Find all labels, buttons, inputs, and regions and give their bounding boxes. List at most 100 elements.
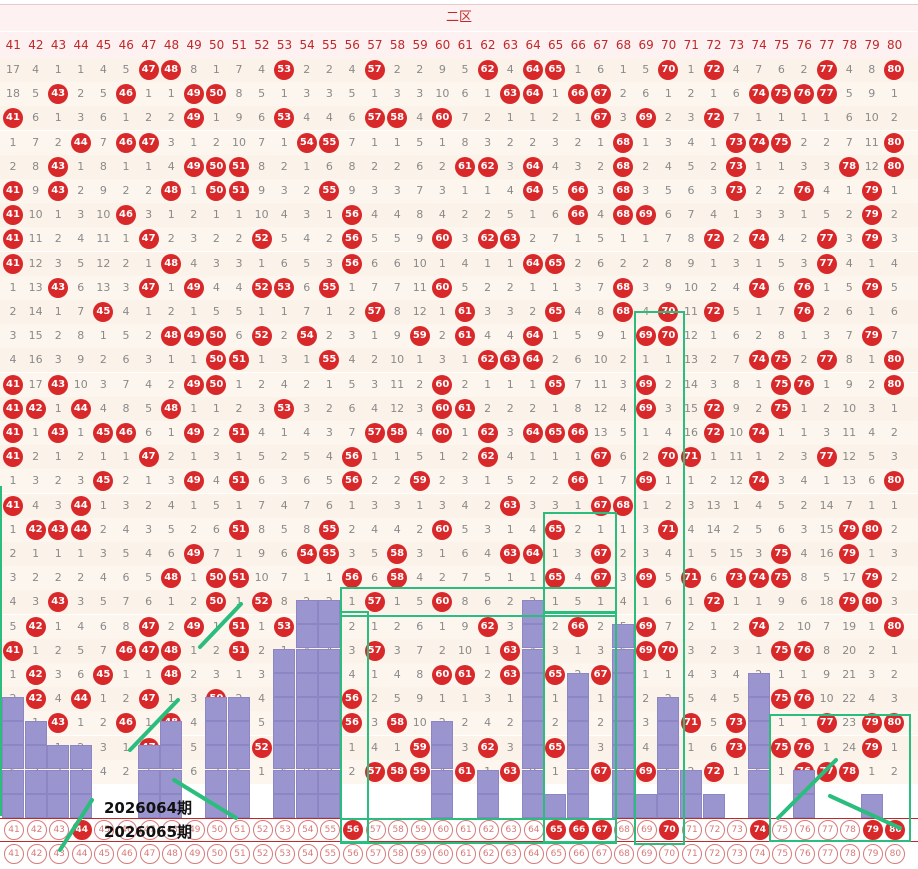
omission-value: 1 xyxy=(99,498,107,512)
omission-value: 3 xyxy=(212,256,220,270)
empty-ball: 52 xyxy=(252,844,273,864)
omission-value: 5 xyxy=(32,87,40,101)
ball-number: 43 xyxy=(48,713,69,734)
omission-value: 2 xyxy=(890,668,898,681)
empty-ball: 62 xyxy=(478,820,499,840)
omission-value: 1 xyxy=(348,498,356,512)
hit-ball: 73 xyxy=(725,155,747,179)
omission-value: 7 xyxy=(258,498,266,512)
omission-value: 3 xyxy=(122,498,130,512)
omission-value: 8 xyxy=(32,159,40,173)
omission-value: 4 xyxy=(280,377,288,391)
ball-number: 79 xyxy=(861,229,882,250)
omission-value: 4 xyxy=(303,111,311,125)
omission-value: 2 xyxy=(619,256,627,270)
hit-ball: 71 xyxy=(680,711,702,735)
omission-value: 18 xyxy=(6,87,20,101)
omission-value: 3 xyxy=(280,184,288,197)
omission-value: 4 xyxy=(461,498,469,512)
omission-value: 6 xyxy=(416,159,424,173)
ball-number: 58 xyxy=(387,423,408,443)
ball-number: 76 xyxy=(794,374,814,395)
hit-ball: 79 xyxy=(861,276,883,300)
omission-value: 4 xyxy=(755,498,763,512)
ball-number: 71 xyxy=(681,713,701,734)
omission-value: 2 xyxy=(99,716,107,730)
hit-ball: 51 xyxy=(228,155,250,179)
ball-number: 58 xyxy=(387,108,408,129)
omission-bar-cell xyxy=(318,697,341,721)
ball-number: 77 xyxy=(816,84,837,105)
hit-ball: 75 xyxy=(770,348,792,372)
omission-value: 4 xyxy=(597,208,605,222)
omission-value: 3 xyxy=(664,135,672,149)
omission-value: 2 xyxy=(212,232,220,246)
omission-value: 2 xyxy=(54,232,62,246)
ball-number: 64 xyxy=(522,181,543,201)
empty-ball: 76 xyxy=(795,844,815,864)
omission-value: 11 xyxy=(412,280,427,294)
omission-value: 4 xyxy=(371,522,379,536)
omission-value: 12 xyxy=(412,305,427,318)
ball-number: 80 xyxy=(884,156,905,177)
omission-value: 3 xyxy=(642,547,650,560)
omission-value: 10 xyxy=(412,716,427,730)
ball-number: 61 xyxy=(455,761,475,782)
omission-value: 1 xyxy=(145,474,153,488)
omission-value: 6 xyxy=(777,280,785,294)
hit-ball: 54 xyxy=(296,131,318,155)
omission-value: 4 xyxy=(506,329,514,343)
omission-value: 2 xyxy=(438,571,446,585)
omission-bar-cell xyxy=(205,697,228,721)
omission-value: 2 xyxy=(800,353,808,367)
omission-value: 3 xyxy=(823,329,831,343)
omission-value: 8 xyxy=(461,135,469,149)
omission-value: 6 xyxy=(845,305,853,318)
ball-number: 57 xyxy=(364,592,385,613)
omission-value: 1 xyxy=(597,692,605,706)
omission-value: 2 xyxy=(484,668,492,681)
omission-value: 4 xyxy=(325,111,333,125)
hit-ball: 49 xyxy=(183,276,205,300)
omission-value: 12 xyxy=(28,256,43,270)
omission-value: 1 xyxy=(868,305,876,318)
header-number: 45 xyxy=(96,38,112,52)
ball-number: 54 xyxy=(296,544,317,564)
ball-number: 74 xyxy=(748,84,769,105)
omission-bar-cell xyxy=(521,745,544,770)
hit-ball: 67 xyxy=(590,106,612,130)
omission-bar-cell xyxy=(137,745,160,770)
omission-value: 1 xyxy=(348,280,356,294)
omission-value: 1 xyxy=(687,474,695,488)
hit-ball: 47 xyxy=(138,227,160,251)
omission-value: 3 xyxy=(438,498,446,512)
omission-value: 1 xyxy=(167,353,175,367)
header-number: 59 xyxy=(412,38,428,52)
hit-ball: 74 xyxy=(748,276,770,300)
omission-bar-cell xyxy=(747,721,770,746)
hit-ball: 62 xyxy=(477,421,499,445)
omission-value: 1 xyxy=(122,159,130,173)
omission-value: 3 xyxy=(303,87,311,101)
omission-value: 4 xyxy=(99,764,107,778)
omission-value: 4 xyxy=(393,522,401,536)
hit-ball: 43 xyxy=(47,590,69,614)
omission-value: 3 xyxy=(9,329,17,343)
header-number: 71 xyxy=(683,38,699,52)
omission-value: 4 xyxy=(32,63,40,76)
omission-value: 1 xyxy=(54,111,62,125)
omission-value: 3 xyxy=(393,498,401,512)
omission-value: 2 xyxy=(77,571,85,585)
ball-number: 53 xyxy=(274,277,295,298)
hit-ball: 72 xyxy=(703,300,725,324)
omission-value: 2 xyxy=(574,522,582,536)
omission-value: 7 xyxy=(371,280,379,294)
omission-value: 6 xyxy=(484,595,492,609)
omission-value: 1 xyxy=(77,547,85,560)
hit-ball: 79 xyxy=(861,203,883,227)
omission-value: 1 xyxy=(393,135,401,149)
omission-value: 3 xyxy=(190,232,198,246)
omission-bar-cell xyxy=(657,793,680,818)
omission-value: 4 xyxy=(574,571,582,585)
hit-ball: 49 xyxy=(183,421,205,445)
